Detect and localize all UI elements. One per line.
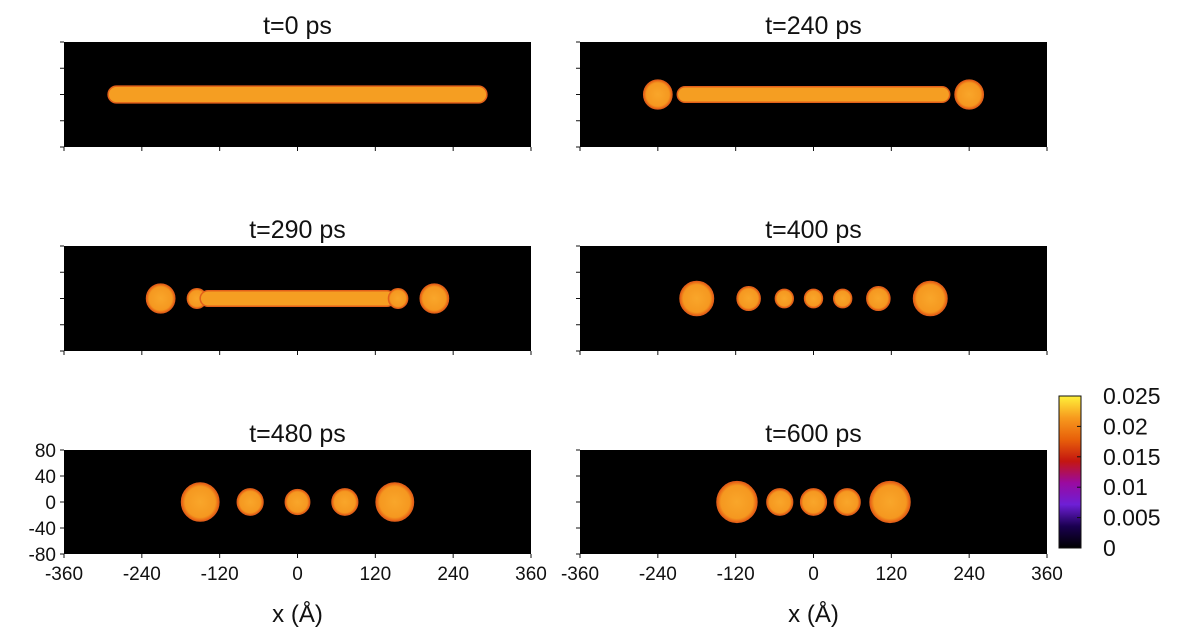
density-droplet (834, 489, 860, 515)
density-rod (677, 87, 949, 103)
y-tick-label: 80 (35, 441, 56, 462)
x-tick-label: 120 (359, 564, 391, 585)
colorbar-gradient (1059, 396, 1081, 548)
density-rod (200, 291, 395, 307)
colorbar-tick-label: 0 (1103, 535, 1116, 561)
density-droplet (420, 284, 449, 313)
x-tick-label: 120 (875, 564, 907, 585)
colorbar-tick-label: 0.02 (1103, 413, 1148, 439)
density-droplet (644, 80, 673, 109)
colorbar-tick-label: 0.01 (1103, 474, 1148, 500)
density-droplet (801, 489, 827, 515)
density-droplet (285, 489, 310, 514)
density-droplet (181, 483, 219, 521)
density-panel-6: t=600 ps -360 -240 -120 0 120 240 360 x (Å) (561, 420, 1063, 628)
panel-title: t=0 ps (263, 12, 332, 40)
x-tick-label: -120 (717, 564, 755, 585)
x-tick-label: 0 (292, 564, 303, 585)
density-droplet (146, 284, 175, 313)
x-tick-label: 360 (1031, 564, 1063, 585)
colorbar-tick-label: 0.005 (1103, 505, 1161, 531)
x-axis-label: x (Å) (788, 600, 839, 628)
density-droplet (804, 289, 822, 308)
density-droplet (767, 489, 793, 515)
panel-title: t=290 ps (249, 216, 346, 244)
y-tick-label: 0 (45, 493, 56, 514)
x-tick-label: -120 (201, 564, 239, 585)
density-panel-1: t=0 ps (60, 12, 531, 151)
density-droplet (775, 289, 793, 308)
density-droplet (376, 483, 414, 521)
density-panel-3: t=290 ps (60, 216, 531, 355)
panel-title: t=600 ps (765, 420, 862, 448)
y-tick-label: -80 (29, 545, 56, 566)
panel-title: t=240 ps (765, 12, 862, 40)
density-droplet (913, 281, 947, 315)
density-droplet (867, 287, 890, 311)
x-tick-label: 360 (515, 564, 547, 585)
density-droplet (237, 489, 263, 515)
panels-group: t=0 ps t=240 ps t=290 ps t=400 ps t=480 ps -3… (29, 12, 1063, 628)
colorbar-tick-label: 0.025 (1103, 383, 1161, 409)
density-droplet (388, 289, 407, 309)
colorbar-tick-label: 0.015 (1103, 444, 1161, 470)
density-droplet (717, 481, 757, 522)
panel-title: t=400 ps (765, 216, 862, 244)
density-panel-4: t=400 ps (576, 216, 1047, 355)
panel-title: t=480 ps (249, 420, 346, 448)
colorbar: 0.025 0.02 0.015 0.01 0.005 0 (1059, 383, 1161, 561)
x-tick-label: -240 (123, 564, 161, 585)
density-panel-2: t=240 ps (576, 12, 1047, 151)
density-droplet (680, 281, 714, 315)
x-tick-label: 240 (437, 564, 469, 585)
density-droplet (332, 489, 358, 515)
x-tick-label: -360 (561, 564, 599, 585)
density-rod (108, 86, 487, 103)
density-droplet (834, 289, 852, 308)
y-tick-label: -40 (29, 519, 56, 540)
density-panel-5: t=480 ps -360 -240 -120 0 120 240 360 x (Å) 80 40 0… (29, 420, 547, 628)
x-tick-label: 240 (953, 564, 985, 585)
y-tick-label: 40 (35, 467, 56, 488)
x-axis-label: x (Å) (272, 600, 323, 628)
density-droplet (870, 481, 910, 522)
x-tick-label: 0 (808, 564, 819, 585)
density-droplet (955, 80, 984, 109)
x-tick-label: -360 (45, 564, 83, 585)
x-tick-label: -240 (639, 564, 677, 585)
density-droplet (737, 287, 760, 311)
